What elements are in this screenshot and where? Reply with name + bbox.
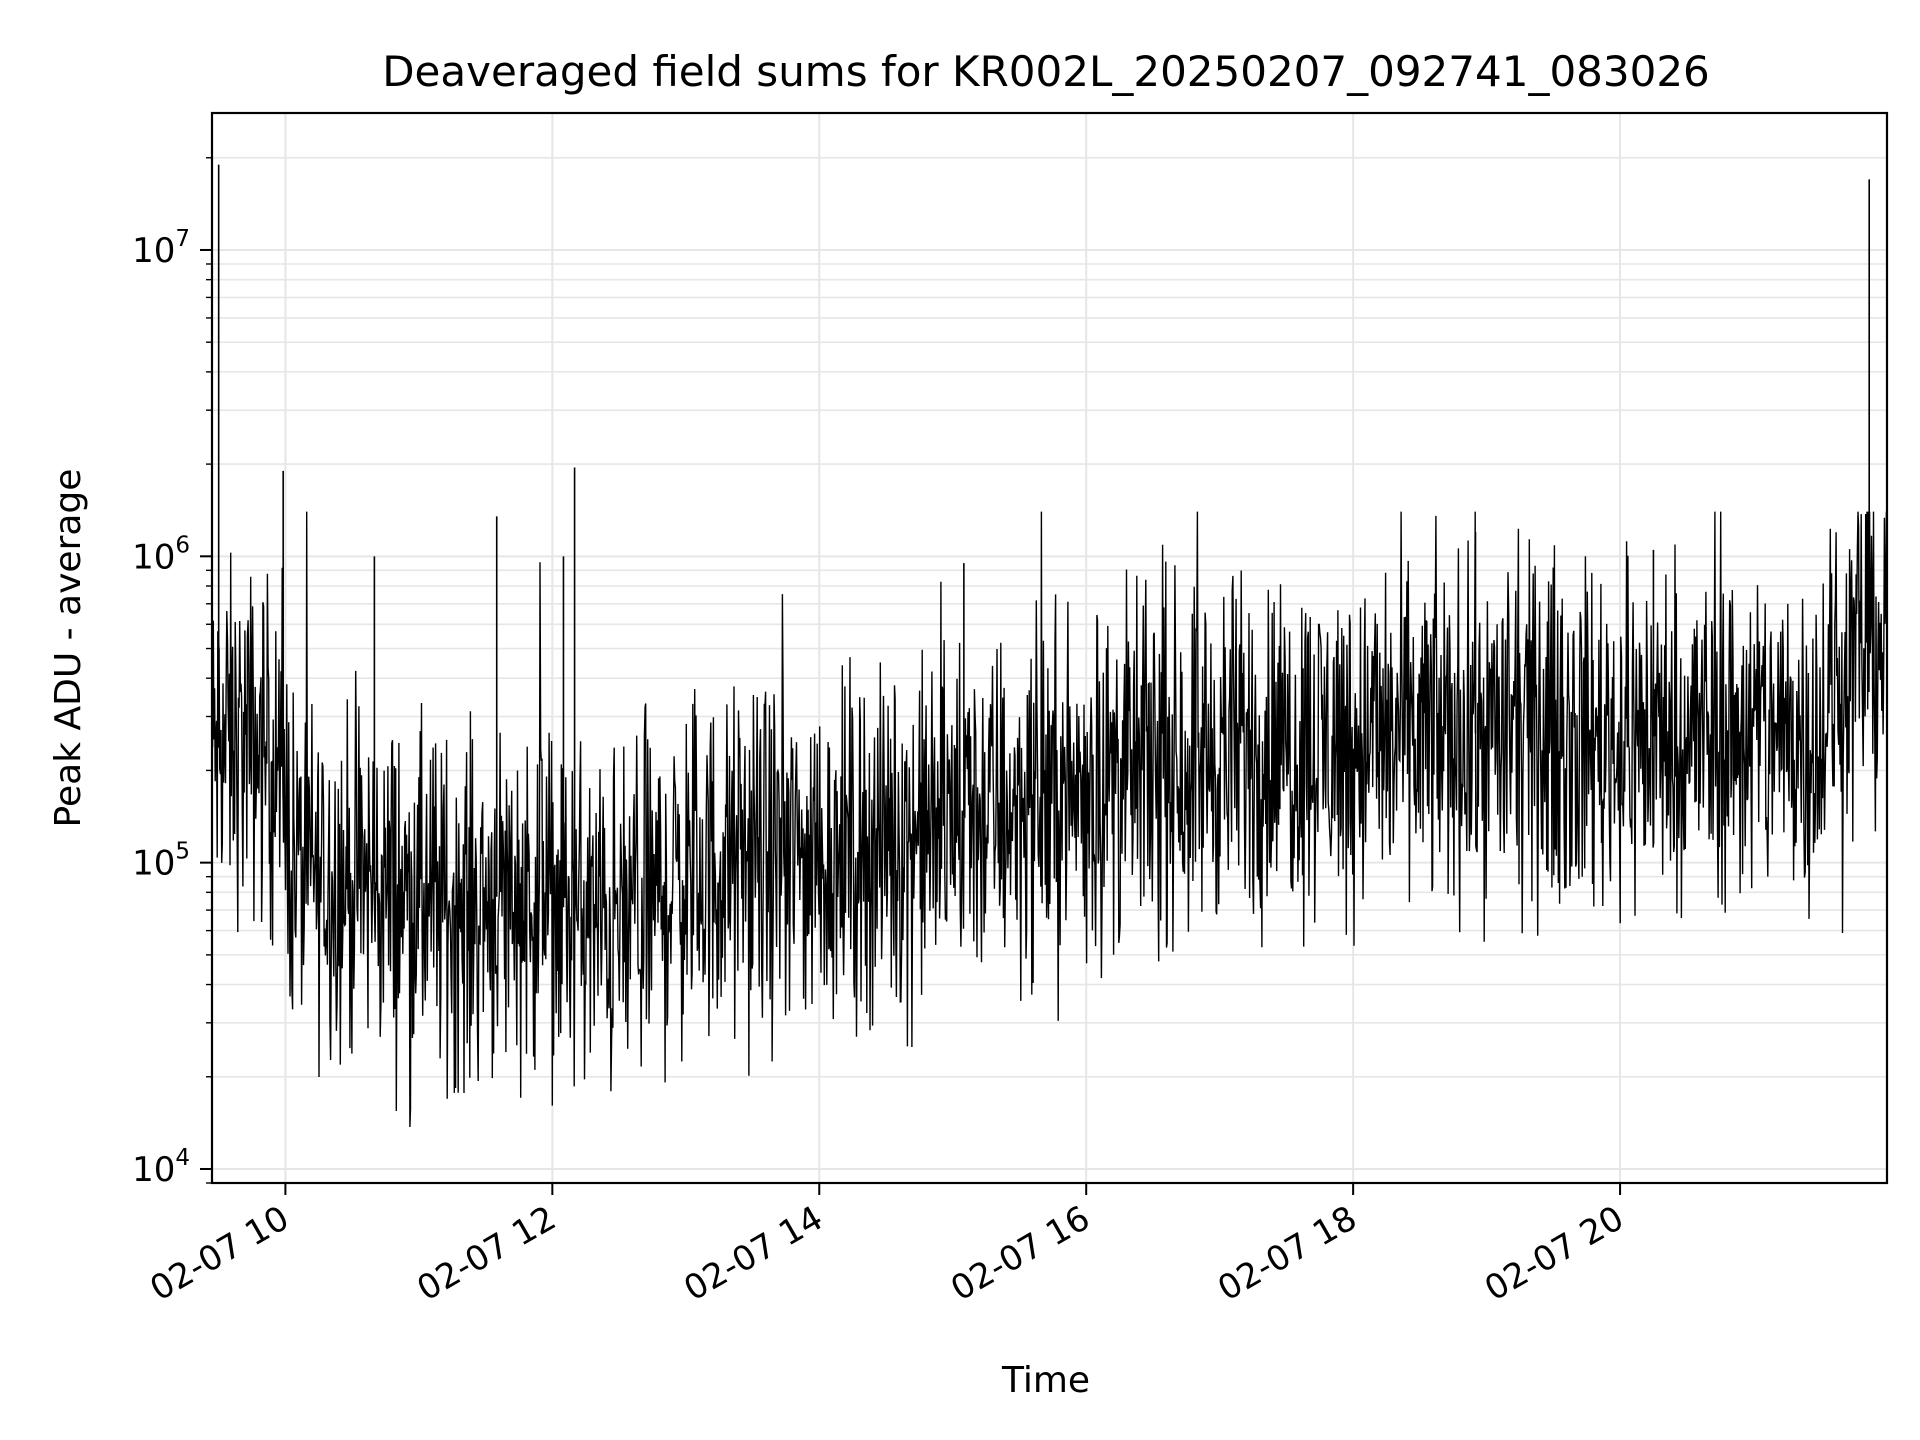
series-line <box>211 511 1888 1128</box>
y-tick-label: 104 <box>132 1145 190 1190</box>
y-tick-label: 106 <box>132 532 190 577</box>
chart-title: Deaveraged field sums for KR002L_2025020… <box>382 47 1710 96</box>
y-axis: 104 105 106 107 <box>132 157 212 1190</box>
y-axis-label: Peak ADU - average <box>48 469 89 828</box>
y-tick-label: 107 <box>132 226 190 271</box>
x-axis-label: Time <box>1001 1360 1090 1401</box>
plot-area <box>211 511 1888 1128</box>
y-tick-label: 105 <box>132 839 190 884</box>
spikes <box>217 164 1871 914</box>
